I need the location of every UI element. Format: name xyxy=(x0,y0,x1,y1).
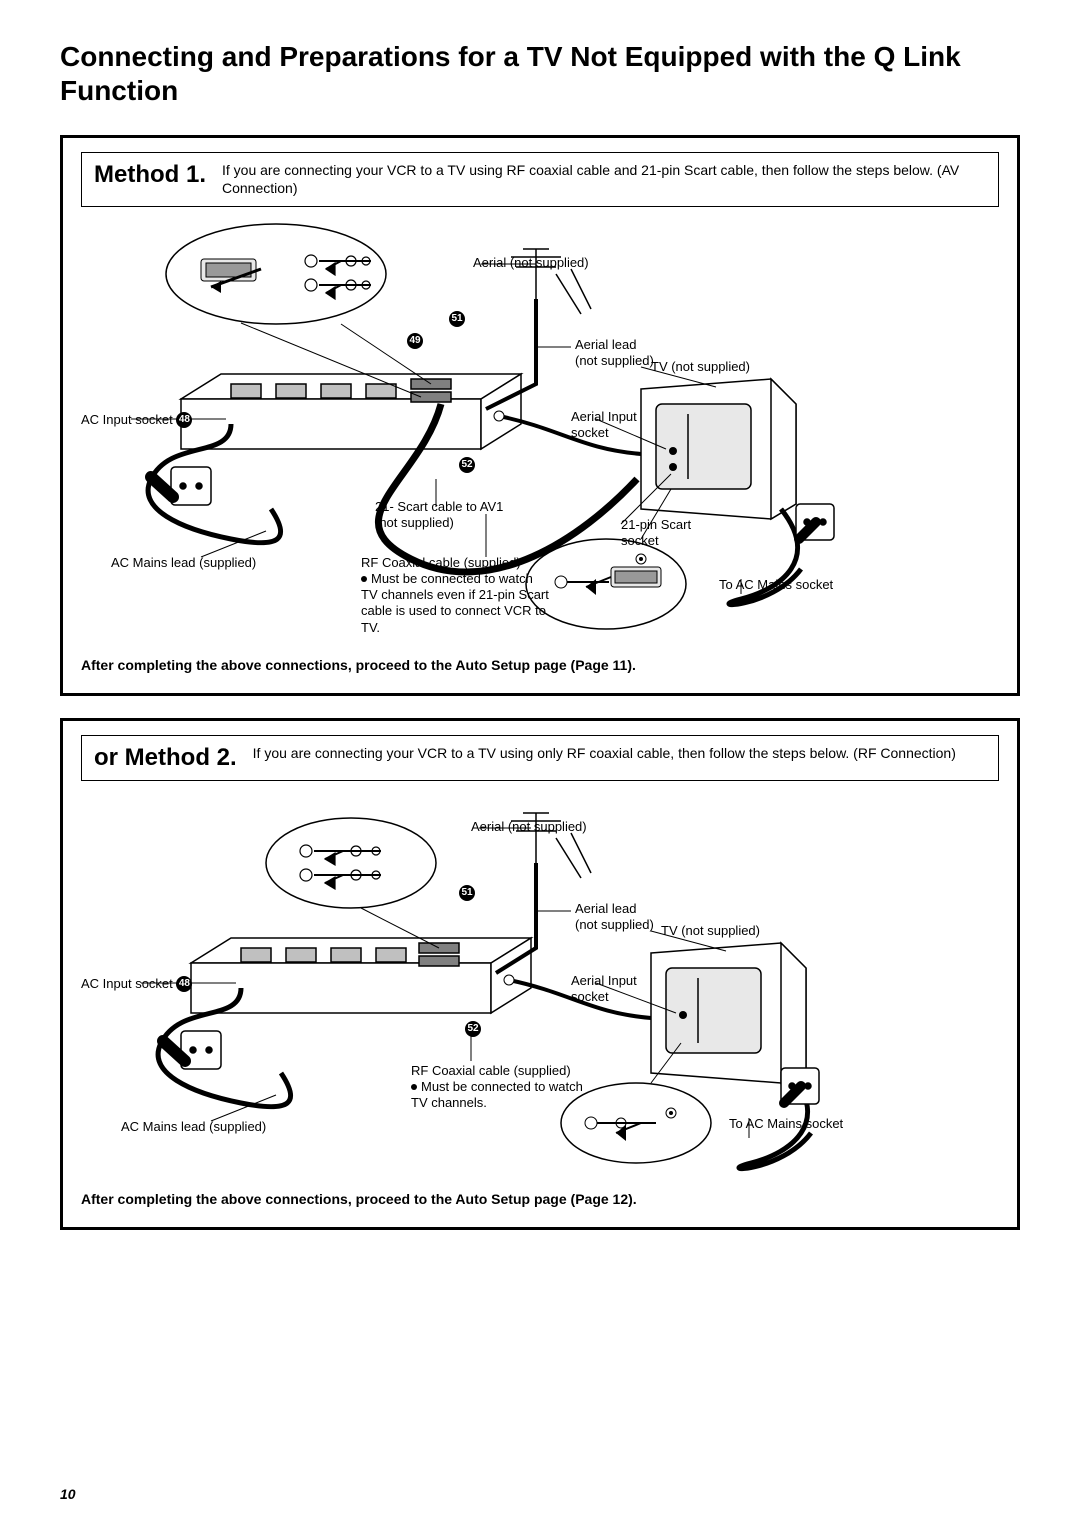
label2-to-ac-mains: To AC Mains socket xyxy=(729,1116,843,1132)
method-1-header: Method 1. If you are connecting your VCR… xyxy=(81,152,999,206)
num-48: 48 xyxy=(176,412,192,428)
method-1-title: Method 1. xyxy=(94,161,206,189)
method-2-card: or Method 2. If you are connecting your … xyxy=(60,718,1020,1230)
label-to-ac-mains: To AC Mains socket xyxy=(719,577,833,593)
page-title: Connecting and Preparations for a TV Not… xyxy=(60,40,1020,107)
label2-ac-input: AC Input socket 48 xyxy=(81,976,192,993)
method-1-card: Method 1. If you are connecting your VCR… xyxy=(60,135,1020,695)
label-aerial: Aerial (not supplied) xyxy=(473,255,589,271)
label2-rf-coax: RF Coaxial cable (supplied) Must be conn… xyxy=(411,1063,601,1112)
label-rf-coax: RF Coaxial cable (supplied) Must be conn… xyxy=(361,555,551,636)
num2-48: 48 xyxy=(176,976,192,992)
label2-aerial: Aerial (not supplied) xyxy=(471,819,587,835)
label2-ac-mains-lead: AC Mains lead (supplied) xyxy=(121,1119,266,1135)
method-1-diagram: Aerial (not supplied) Aerial lead (not s… xyxy=(81,219,999,649)
label2-tv: TV (not supplied) xyxy=(661,923,760,939)
label-scart-av1: 21- Scart cable to AV1 (not supplied) xyxy=(375,499,503,532)
label-aerial-input: Aerial Input socket xyxy=(571,409,637,442)
label-tv: TV (not supplied) xyxy=(651,359,750,375)
num2-51: 51 xyxy=(459,885,475,901)
label-ac-input: AC Input socket 48 xyxy=(81,412,192,429)
page-number: 10 xyxy=(60,1486,76,1502)
num-49: 49 xyxy=(407,333,423,349)
method-2-desc: If you are connecting your VCR to a TV u… xyxy=(253,744,956,762)
method-2-diagram: Aerial (not supplied) Aerial lead (not s… xyxy=(81,793,999,1183)
method-1-footer: After completing the above connections, … xyxy=(81,657,999,673)
method-2-header: or Method 2. If you are connecting your … xyxy=(81,735,999,781)
label2-aerial-input: Aerial Input socket xyxy=(571,973,637,1006)
method-2-title: or Method 2. xyxy=(94,744,237,772)
num2-52: 52 xyxy=(465,1021,481,1037)
num-52: 52 xyxy=(459,457,475,473)
label2-rf-coax-title: RF Coaxial cable (supplied) xyxy=(411,1063,571,1078)
method-2-footer: After completing the above connections, … xyxy=(81,1191,999,1207)
label2-ac-input-text: AC Input socket xyxy=(81,976,173,991)
label-rf-coax-title: RF Coaxial cable (supplied) xyxy=(361,555,521,570)
method-1-desc: If you are connecting your VCR to a TV u… xyxy=(222,161,986,197)
label-aerial-lead: Aerial lead (not supplied) xyxy=(575,337,654,370)
label-ac-mains-lead: AC Mains lead (supplied) xyxy=(111,555,256,571)
label-rf-coax-note: Must be connected to watch TV channels e… xyxy=(361,571,549,635)
label-ac-input-text: AC Input socket xyxy=(81,412,173,427)
label2-aerial-lead: Aerial lead (not supplied) xyxy=(575,901,654,934)
num-51: 51 xyxy=(449,311,465,327)
label2-rf-coax-note: Must be connected to watch TV channels. xyxy=(411,1079,583,1110)
label-scart-socket: 21-pin Scart socket xyxy=(621,517,691,550)
